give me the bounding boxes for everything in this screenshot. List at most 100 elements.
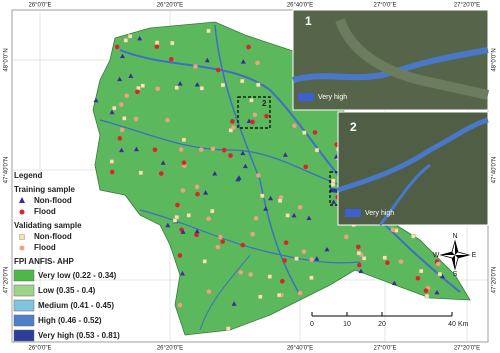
- scale-label: 0: [310, 321, 314, 328]
- flood-validating: [252, 112, 258, 118]
- lon-label: 27°20'0"E: [454, 3, 480, 9]
- lat-label: 47°20'0"N: [492, 267, 498, 294]
- scale-unit: Km: [458, 321, 469, 328]
- flood-training: [135, 89, 140, 95]
- non-flood-validating: [199, 86, 205, 91]
- non-flood-validating: [181, 137, 187, 143]
- non-flood-training: [358, 268, 364, 274]
- flood-training: [181, 160, 187, 165]
- legend-item: Non-flood: [34, 196, 72, 205]
- non-flood-validating: [259, 193, 265, 198]
- flood-validating: [198, 147, 204, 152]
- flood-training: [356, 262, 362, 268]
- non-flood-validating: [330, 182, 336, 187]
- compass-label: W: [433, 252, 440, 259]
- inset-label: 2: [350, 120, 357, 134]
- flood-validating: [206, 289, 212, 294]
- flood-training: [228, 153, 233, 158]
- flood-validating: [155, 86, 161, 92]
- non-flood-validating: [209, 208, 215, 214]
- flood-training: [282, 258, 287, 263]
- flood-training: [220, 239, 225, 244]
- flood-training: [264, 113, 269, 119]
- flood-training: [246, 44, 251, 50]
- non-flood-validating: [361, 256, 367, 261]
- flood-validating: [301, 249, 307, 255]
- non-flood-training: [282, 152, 288, 157]
- flood-training: [303, 164, 309, 170]
- non-flood-validating: [170, 40, 175, 46]
- non-flood-training: [440, 273, 446, 279]
- non-flood-training: [93, 97, 99, 103]
- non-flood-training: [120, 53, 126, 59]
- inset-legend: Very high: [365, 210, 394, 217]
- lon-label: 26°40'0"E: [287, 346, 313, 352]
- scale-label: 40: [448, 321, 456, 328]
- non-flood-training: [165, 222, 171, 228]
- zoom-box: [237, 96, 271, 129]
- compass-label: S: [453, 271, 458, 278]
- flood-validating: [297, 204, 303, 210]
- lon-label: 26°40'0"E: [287, 3, 313, 9]
- scale-label: 10: [343, 321, 351, 328]
- non-flood-training: [203, 190, 209, 195]
- compass-label: E: [472, 252, 477, 259]
- non-flood-training: [133, 146, 139, 152]
- flood-training: [230, 119, 235, 124]
- non-flood-validating: [256, 82, 261, 88]
- flood-training: [114, 44, 120, 50]
- lat-label: 48°0'0"N: [492, 48, 498, 71]
- legend-item: Medium (0.41 - 0.45): [38, 301, 114, 310]
- non-flood-validating: [411, 233, 416, 239]
- flood-validating: [177, 302, 183, 308]
- lon-label: 27°20'0"E: [454, 346, 480, 352]
- flood-training: [152, 147, 158, 153]
- legend-swatch: [13, 269, 35, 282]
- non-flood-training: [231, 301, 237, 306]
- inset: 1 Very high: [292, 9, 490, 111]
- flood-validating: [255, 60, 260, 66]
- non-flood-training: [331, 199, 337, 204]
- non-flood-validating: [285, 213, 290, 218]
- flood-training: [158, 171, 164, 176]
- compass-label: N: [452, 233, 457, 240]
- non-flood-training: [180, 271, 186, 276]
- legend-item: Flood: [34, 243, 56, 252]
- flood-validating: [250, 231, 255, 237]
- non-flood-training: [391, 280, 397, 286]
- non-flood-training: [177, 81, 183, 86]
- non-flood-validating: [356, 250, 362, 256]
- flood-training: [175, 202, 180, 208]
- flood-validating: [133, 116, 139, 122]
- non-flood-training: [263, 206, 269, 211]
- non-flood-training: [128, 73, 134, 78]
- non-flood-training: [268, 195, 274, 201]
- flood-training: [221, 147, 227, 153]
- non-flood-validating: [437, 271, 443, 277]
- flood-validating: [178, 147, 184, 152]
- non-flood-validating: [249, 97, 254, 103]
- non-flood-validating: [418, 268, 424, 274]
- non-flood-training: [160, 160, 166, 165]
- non-flood-validating: [220, 82, 226, 88]
- non-flood-training: [324, 246, 330, 252]
- lat-label: 47°40'0"N: [492, 157, 498, 184]
- lon-label: 27°0'0"E: [373, 3, 396, 9]
- non-flood-training: [109, 109, 115, 115]
- lon-label: 26°20'0"E: [157, 3, 183, 9]
- legend-title: Legend: [14, 171, 43, 180]
- legend: Legend Training sample Non-flood Flood V…: [13, 171, 120, 342]
- non-flood-validating: [206, 28, 211, 34]
- non-flood-validating: [172, 218, 178, 223]
- flood-training: [312, 130, 318, 135]
- flood-validating: [210, 146, 216, 152]
- scale-bar: 0 10 20 40 Km: [310, 312, 469, 328]
- non-flood-training: [242, 163, 248, 169]
- flood-training: [283, 240, 289, 245]
- non-flood-validating: [239, 78, 245, 84]
- flood-training: [240, 242, 246, 248]
- legend-heading: Training sample: [14, 185, 75, 194]
- legend-swatch: [345, 209, 361, 217]
- flood-training: [109, 169, 115, 175]
- non-flood-validating: [127, 34, 133, 39]
